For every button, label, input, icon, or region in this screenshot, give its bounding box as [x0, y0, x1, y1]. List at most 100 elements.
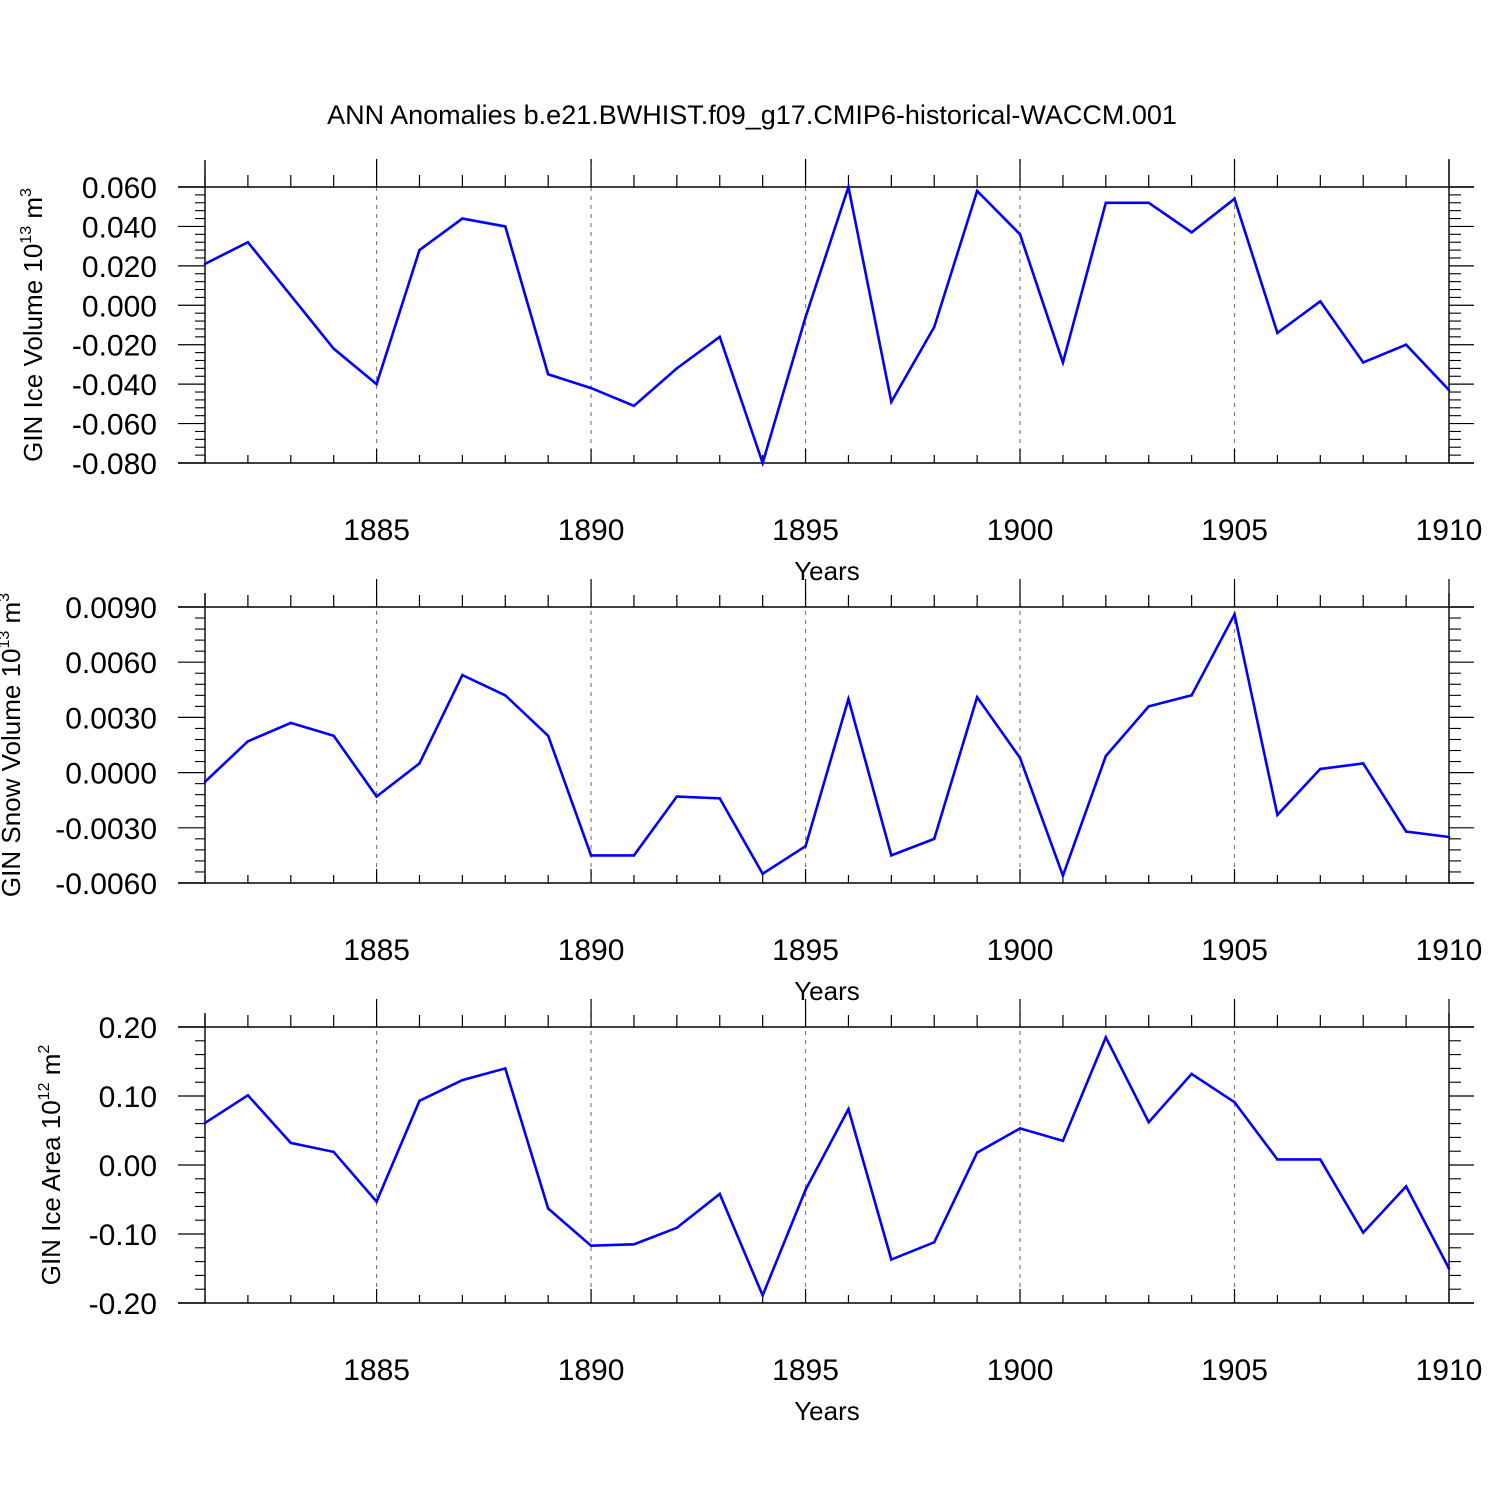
ice-volume-point-1900 [1018, 233, 1022, 236]
ice-volume-point-1885 [375, 382, 378, 386]
ice-area-point-1904 [1190, 1072, 1193, 1076]
snow-volume-point-1903 [1147, 705, 1151, 708]
ice-area-point-1900 [1018, 1127, 1022, 1130]
ice-volume-xtick-label-1895: 1895 [772, 514, 839, 547]
snow-volume-point-1897 [890, 854, 893, 857]
snow-volume-point-1899 [975, 695, 979, 699]
ice-volume-series-line [204, 181, 1450, 468]
ice-area-point-1895 [804, 1188, 807, 1192]
ice-area-xlabel: Years [794, 1396, 860, 1426]
snow-volume-point-1904 [1190, 694, 1193, 697]
ice-volume-xtick-label-1905: 1905 [1201, 514, 1268, 547]
snow-volume-ytick-label-2: 0.0000 [65, 758, 157, 791]
snow-volume-point-1889 [546, 734, 550, 738]
snow-volume-point-1886 [418, 762, 421, 765]
snow-volume-point-1896 [847, 697, 850, 701]
ice-area-point-1889 [546, 1207, 550, 1210]
ice-area-point-1910 [1447, 1267, 1451, 1270]
ice-area-point-1892 [675, 1226, 679, 1230]
ice-area-xtick-label-1895: 1895 [772, 1354, 839, 1387]
ice-area-xtick-label-1905: 1905 [1201, 1354, 1268, 1387]
snow-volume-point-1901 [1061, 874, 1065, 877]
ice-area-ytick-label-4: 0.20 [99, 1012, 157, 1045]
snow-volume-ytick-label-0: -0.0060 [55, 868, 157, 901]
ice-volume-point-1892 [675, 367, 679, 370]
ice-volume-ytick-label-7: 0.060 [82, 172, 157, 205]
ice-volume-ytick-label-1: -0.060 [72, 409, 157, 442]
snow-volume-point-1885 [375, 795, 378, 798]
ice-volume-point-1893 [718, 335, 722, 339]
ice-volume-point-1882 [246, 240, 250, 244]
ice-area-point-1907 [1319, 1158, 1322, 1161]
ice-volume-point-1896 [847, 185, 850, 189]
ice-volume-point-1899 [975, 189, 979, 193]
snow-volume-point-1902 [1104, 754, 1108, 758]
snow-volume-point-1884 [332, 734, 335, 738]
ice-volume-xtick-label-1890: 1890 [558, 514, 625, 547]
snow-volume-point-1890 [589, 854, 593, 857]
ice-area-point-1888 [503, 1067, 507, 1070]
ice-volume-ytick-label-2: -0.040 [72, 369, 157, 402]
snow-volume-xtick-label-1910: 1910 [1416, 934, 1483, 967]
ice-area-point-1905 [1233, 1100, 1236, 1104]
ice-volume-point-1890 [589, 386, 593, 390]
ice-area-ytick-label-2: 0.00 [99, 1150, 157, 1183]
ice-area-point-1883 [289, 1141, 293, 1145]
ice-volume-point-1910 [1447, 388, 1451, 392]
ice-area-point-1894 [761, 1294, 764, 1297]
ice-volume-point-1901 [1061, 361, 1065, 364]
ice-volume-ytick-label-5: 0.020 [82, 251, 157, 284]
ice-volume-point-1887 [461, 217, 464, 220]
snow-volume-point-1909 [1404, 830, 1408, 833]
ice-area-xtick-label-1900: 1900 [987, 1354, 1054, 1387]
snow-volume-point-1887 [461, 673, 464, 677]
ice-area-point-1903 [1147, 1120, 1151, 1124]
ice-area-point-1898 [932, 1240, 936, 1244]
ice-volume-ylabel: GIN Ice Volume 1013 m3 [18, 188, 48, 462]
snow-volume-point-1907 [1319, 767, 1322, 771]
ice-volume-ytick-label-4: 0.000 [82, 290, 157, 323]
ice-volume-point-1886 [418, 248, 421, 252]
snow-volume-point-1891 [632, 854, 636, 857]
ice-volume-point-1897 [890, 400, 893, 404]
ice-area-point-1881 [203, 1121, 207, 1125]
ice-volume-xtick-label-1910: 1910 [1416, 514, 1483, 547]
snow-volume-xtick-label-1900: 1900 [987, 934, 1054, 967]
ice-area-point-1882 [246, 1094, 250, 1097]
ice-volume-point-1906 [1276, 331, 1279, 335]
snow-volume-xtick-label-1895: 1895 [772, 934, 839, 967]
ice-volume-point-1891 [632, 404, 636, 408]
ice-volume-ytick-label-0: -0.080 [72, 448, 157, 481]
snow-volume-point-1892 [675, 795, 679, 798]
panel-ice-volume: -0.080 -0.060 -0.040 -0.020 0.000 0.020 0.040 0… [18, 159, 1482, 586]
ice-area-point-1885 [375, 1200, 378, 1203]
ice-volume-xtick-label-1900: 1900 [987, 514, 1054, 547]
snow-volume-point-1905 [1233, 613, 1236, 616]
ice-volume-xlabel: Years [794, 556, 860, 586]
ice-area-ytick-label-1: -0.10 [89, 1219, 157, 1252]
ice-volume-point-1884 [332, 347, 335, 350]
ice-volume-point-1894 [761, 461, 764, 465]
ice-volume-point-1908 [1361, 361, 1365, 364]
snow-volume-ylabel: GIN Snow Volume 1013 m3 [0, 593, 26, 897]
ice-area-xtick-label-1890: 1890 [558, 1354, 625, 1387]
ice-area-ytick-label-0: -0.20 [89, 1288, 157, 1321]
snow-volume-point-1908 [1361, 762, 1365, 765]
panels: -0.080 -0.060 -0.040 -0.020 0.000 0.020 0.040 0… [0, 159, 1482, 1426]
snow-volume-point-1888 [503, 694, 507, 697]
ice-area-ylabel: GIN Ice Area 1012 m2 [36, 1045, 66, 1286]
ice-area-point-1901 [1061, 1139, 1065, 1143]
ice-volume-xtick-label-1885: 1885 [343, 514, 410, 547]
ice-volume-point-1903 [1147, 201, 1151, 205]
snow-volume-point-1882 [246, 740, 250, 743]
ice-volume-point-1898 [932, 325, 936, 329]
snow-volume-point-1883 [289, 721, 293, 725]
snow-volume-ytick-label-1: -0.0030 [55, 813, 157, 846]
ice-volume-point-1881 [203, 262, 207, 266]
snow-volume-ytick-label-3: 0.0030 [65, 702, 157, 735]
panel-snow-volume: -0.0060 -0.0030 0.0000 0.0030 0.0060 0.0090 18… [0, 579, 1482, 1006]
ice-volume-ytick-label-3: -0.020 [72, 330, 157, 363]
ice-area-series-line [204, 1034, 1451, 1299]
